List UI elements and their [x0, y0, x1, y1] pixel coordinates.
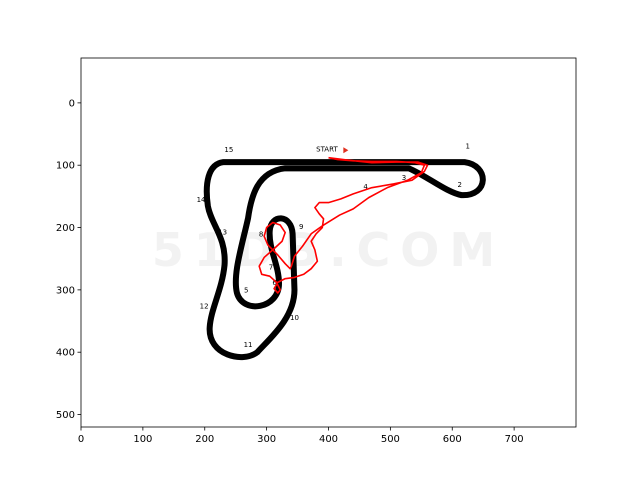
corner-label-14: 14	[197, 196, 206, 204]
corner-label-12: 12	[200, 303, 209, 311]
y-tick-label: 200	[56, 223, 75, 234]
start-flag-icon	[343, 147, 349, 154]
corner-label-6: 6	[272, 279, 277, 287]
corner-label-7: 7	[269, 263, 273, 271]
start-marker: START	[316, 145, 349, 154]
corner-label-5: 5	[244, 286, 248, 294]
corner-label-1: 1	[465, 142, 469, 150]
x-tick-label: 200	[195, 434, 214, 445]
series-line-0	[258, 156, 429, 294]
x-tick-label: 600	[443, 434, 462, 445]
corner-label-4: 4	[363, 183, 368, 191]
plot-frame	[80, 57, 577, 428]
y-tick-label: 400	[56, 348, 75, 359]
corner-label-10: 10	[290, 314, 299, 322]
y-axis-ticks: 0 100 200 300 400 500	[56, 98, 81, 421]
corner-label-2: 2	[457, 181, 461, 189]
race-track	[203, 159, 486, 361]
start-label: START	[316, 145, 338, 153]
corner-label-8: 8	[259, 230, 263, 238]
track-outline	[203, 159, 486, 361]
y-tick-label: 100	[56, 161, 75, 172]
x-axis-ticks: 0 100 200 300 400 500 600 700	[78, 427, 524, 445]
y-tick-label: 300	[56, 285, 75, 296]
series-layer	[258, 156, 429, 294]
corner-label-13: 13	[218, 228, 227, 236]
x-tick-label: 300	[257, 434, 276, 445]
x-tick-label: 0	[78, 434, 84, 445]
corner-label-3: 3	[402, 174, 406, 182]
x-tick-label: 500	[381, 434, 400, 445]
x-tick-label: 100	[133, 434, 152, 445]
corner-label-11: 11	[244, 341, 253, 349]
y-tick-label: 0	[69, 98, 75, 109]
corner-label-9: 9	[299, 223, 303, 231]
y-tick-label: 500	[56, 410, 75, 421]
x-tick-label: 700	[505, 434, 524, 445]
corner-label-15: 15	[224, 146, 233, 154]
watermark: 51DB.COM	[152, 223, 505, 277]
x-tick-label: 400	[319, 434, 338, 445]
